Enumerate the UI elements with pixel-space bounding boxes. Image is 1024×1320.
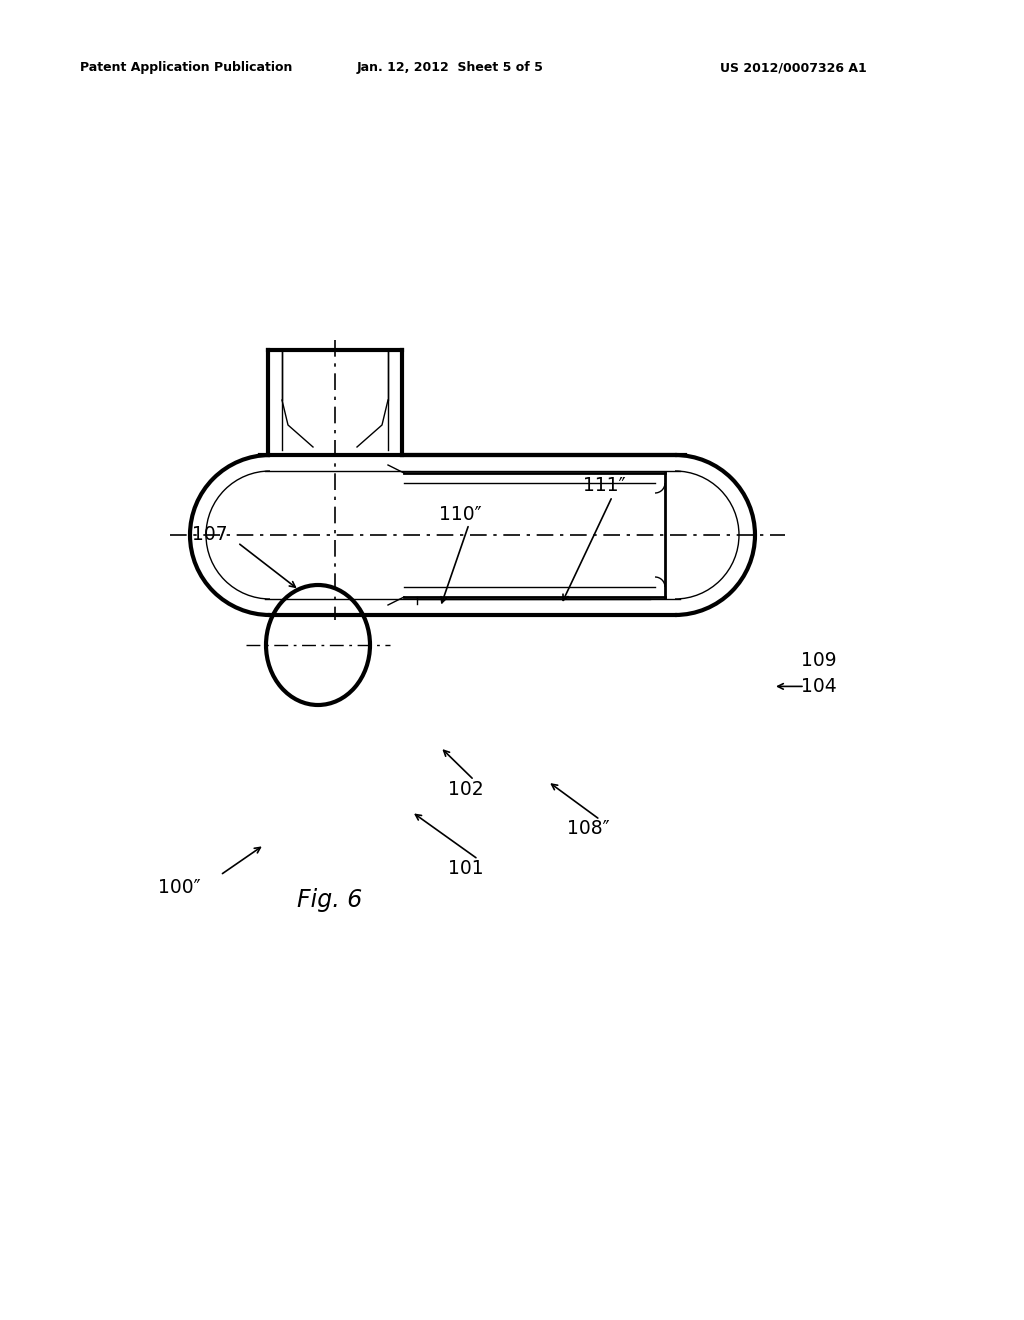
- Text: 108″: 108″: [567, 820, 610, 838]
- Text: 102: 102: [449, 780, 483, 799]
- Text: Patent Application Publication: Patent Application Publication: [80, 62, 293, 74]
- Text: 111″: 111″: [583, 477, 626, 495]
- Text: 101: 101: [449, 859, 483, 878]
- Text: Jan. 12, 2012  Sheet 5 of 5: Jan. 12, 2012 Sheet 5 of 5: [356, 62, 544, 74]
- Text: US 2012/0007326 A1: US 2012/0007326 A1: [720, 62, 866, 74]
- Text: 110″: 110″: [439, 506, 482, 524]
- Text: 104: 104: [802, 677, 837, 696]
- Text: 100″: 100″: [158, 878, 201, 896]
- Text: 107: 107: [193, 525, 227, 544]
- Text: 109: 109: [802, 651, 837, 669]
- Text: Fig. 6: Fig. 6: [297, 888, 362, 912]
